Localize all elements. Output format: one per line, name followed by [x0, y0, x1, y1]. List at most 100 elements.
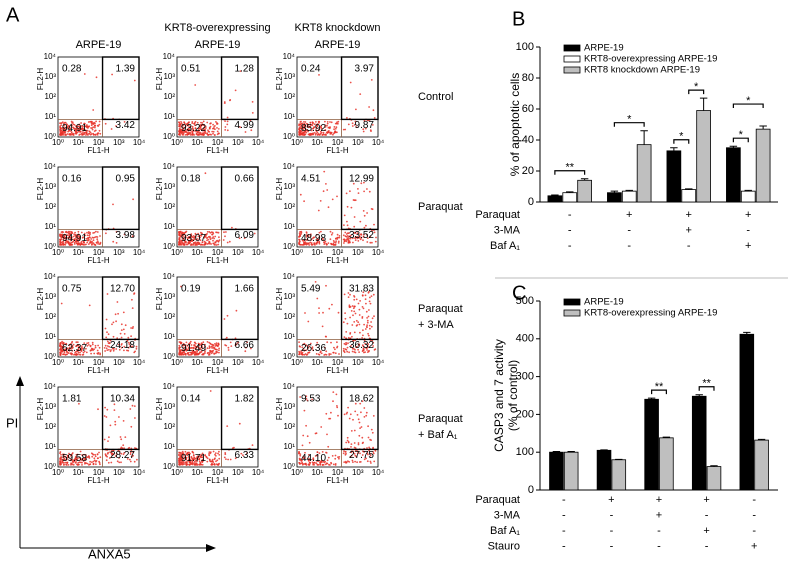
event-dot — [352, 314, 354, 317]
event-dot — [180, 457, 183, 459]
event-dot — [327, 131, 329, 134]
event-dot — [362, 329, 364, 332]
x-tick-label: 10⁰ — [291, 468, 303, 477]
event-dot — [89, 241, 92, 244]
quadrant-value: 12.70 — [110, 284, 135, 295]
event-dot — [306, 399, 309, 402]
event-dot — [307, 234, 309, 236]
event-dot — [365, 457, 367, 460]
y-tick-label: 10¹ — [283, 112, 295, 121]
event-dot — [78, 345, 81, 348]
event-dot — [200, 128, 203, 131]
significance-label: * — [627, 114, 632, 126]
event-dot — [362, 441, 364, 444]
event-dot — [332, 133, 334, 136]
y-tick-label: 10⁰ — [44, 132, 56, 141]
event-dot — [369, 452, 372, 455]
event-dot — [130, 425, 133, 428]
event-dot — [322, 238, 324, 241]
bar — [644, 398, 659, 491]
event-dot — [123, 452, 126, 454]
event-dot — [89, 133, 92, 136]
event-dot — [66, 461, 69, 464]
event-dot — [320, 426, 323, 428]
event-dot — [223, 456, 226, 459]
event-dot — [368, 190, 371, 193]
event-dot — [68, 243, 71, 245]
event-dot — [360, 237, 363, 239]
event-dot — [298, 123, 301, 126]
event-dot — [318, 74, 320, 76]
event-dot — [185, 453, 188, 456]
event-dot — [70, 131, 73, 133]
event-dot — [89, 131, 92, 134]
error-bar — [695, 394, 703, 397]
quadrant-value: 9.53 — [301, 394, 321, 405]
event-dot — [59, 458, 62, 461]
event-dot — [338, 456, 341, 458]
event-dot — [126, 349, 128, 352]
event-dot — [97, 344, 99, 347]
event-dot — [64, 126, 66, 129]
event-dot — [69, 343, 72, 345]
error-bar — [757, 438, 766, 441]
event-dot — [302, 434, 305, 437]
event-dot — [59, 127, 62, 130]
event-dot — [124, 324, 127, 327]
event-dot — [185, 241, 187, 244]
event-dot — [196, 244, 198, 246]
event-dot — [218, 454, 221, 456]
axis-label: ANXA5 — [88, 546, 131, 561]
y-tick-label: 60 — [522, 103, 534, 115]
y-tick-label: 10¹ — [283, 222, 295, 231]
event-dot — [370, 321, 372, 323]
event-dot — [191, 349, 194, 352]
event-dot — [366, 351, 369, 353]
event-dot — [65, 123, 68, 126]
quadrant-value: 0.51 — [181, 64, 201, 75]
quadrant-value: 12.99 — [349, 174, 374, 185]
event-dot — [124, 436, 127, 438]
column-header: KRT8 knockdown — [294, 22, 380, 34]
y-tick-label: 10¹ — [44, 442, 56, 451]
event-dot — [197, 455, 200, 458]
event-dot — [185, 456, 188, 459]
event-dot — [215, 121, 217, 123]
event-dot — [301, 126, 304, 129]
event-dot — [337, 236, 339, 239]
x-axis-label: FL1-H — [326, 146, 348, 155]
event-dot — [186, 352, 189, 355]
event-dot — [94, 453, 96, 456]
event-dot — [226, 123, 229, 126]
event-dot — [96, 352, 99, 355]
quadrant-value: 1.28 — [235, 64, 255, 75]
event-dot — [208, 454, 211, 457]
event-dot — [128, 343, 131, 346]
event-dot — [198, 131, 200, 134]
event-dot — [343, 351, 346, 354]
event-dot — [179, 244, 182, 246]
x-tick-label: 10³ — [232, 468, 244, 477]
event-dot — [198, 457, 201, 460]
event-dot — [354, 447, 357, 449]
event-dot — [60, 302, 63, 305]
event-dot — [300, 125, 302, 128]
event-dot — [178, 344, 181, 347]
event-dot — [354, 237, 356, 240]
event-dot — [345, 240, 348, 243]
event-dot — [356, 235, 358, 238]
event-dot — [106, 349, 109, 351]
x-axis-label: FL1-H — [87, 476, 109, 485]
event-dot — [104, 122, 107, 125]
event-dot — [136, 458, 138, 461]
y-tick-label: 10⁰ — [163, 132, 175, 141]
event-dot — [65, 458, 68, 461]
y-tick-label: 300 — [516, 371, 534, 383]
event-dot — [304, 127, 306, 129]
quadrant-value: 6.66 — [235, 340, 255, 351]
bar — [547, 195, 563, 203]
event-dot — [203, 129, 206, 132]
y-tick-label: 10² — [283, 92, 295, 101]
event-dot — [60, 122, 62, 124]
event-dot — [92, 239, 95, 242]
